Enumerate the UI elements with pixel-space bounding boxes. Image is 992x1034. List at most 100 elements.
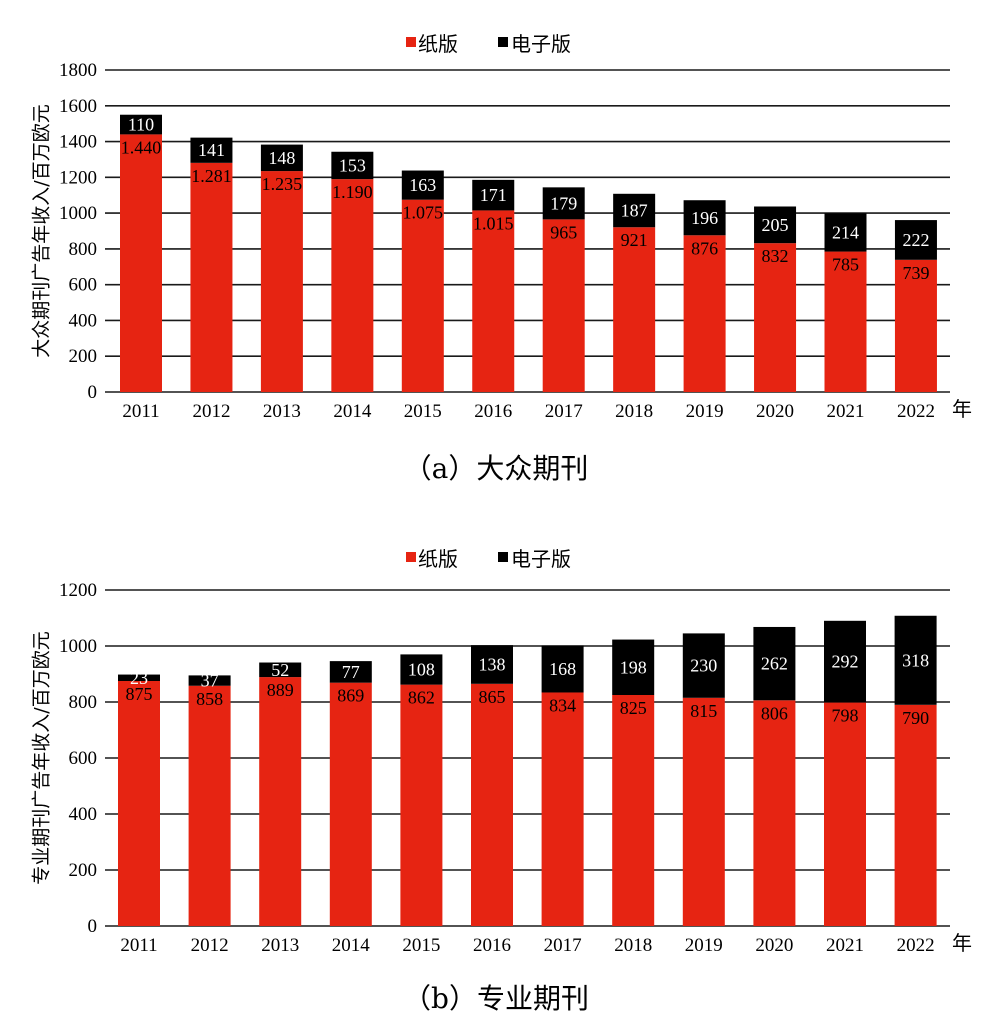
bar-electronic-2015 (401, 170, 444, 200)
y-tick-label: 600 (69, 748, 98, 769)
data-label-electronic: 148 (268, 148, 295, 168)
data-label-electronic: 262 (761, 654, 788, 674)
y-tick-label: 400 (69, 310, 98, 331)
legend-label-electronic: 电子版 (511, 547, 571, 571)
bar-electronic-2019 (682, 633, 725, 698)
bar-paper-2019 (682, 697, 725, 926)
data-label-electronic: 141 (198, 140, 225, 160)
bar-electronic-2016 (472, 179, 515, 211)
data-label-paper: 921 (621, 230, 648, 250)
y-axis-label: 专业期刊广告年收入/百万欧元 (31, 631, 53, 884)
y-tick-label: 800 (69, 239, 98, 260)
y-tick-label: 1200 (59, 167, 97, 188)
data-label-paper: 876 (691, 238, 718, 258)
bar-electronic-2020 (754, 206, 797, 244)
legend-swatch-electronic (498, 552, 508, 562)
bar-paper-2022 (894, 259, 937, 392)
data-label-paper: 1.235 (262, 174, 303, 194)
data-label-paper: 790 (902, 708, 929, 728)
bar-electronic-2013 (259, 662, 302, 678)
bar-electronic-2021 (824, 213, 867, 252)
bar-electronic-2012 (188, 675, 231, 686)
bar-electronic-2018 (612, 639, 655, 695)
x-tick-label: 2016 (473, 935, 511, 956)
data-label-electronic: 110 (128, 115, 154, 135)
data-label-electronic: 214 (832, 222, 859, 242)
y-tick-label: 1200 (59, 580, 97, 601)
x-tick-label: 2014 (332, 935, 371, 956)
data-label-electronic: 168 (549, 659, 576, 679)
data-label-paper: 965 (550, 222, 577, 242)
data-label-paper: 858 (196, 689, 223, 709)
x-tick-label: 2017 (544, 935, 582, 956)
x-tick-label: 2014 (333, 401, 372, 422)
bar-paper-2021 (824, 702, 866, 926)
x-tick-label: 2020 (756, 401, 794, 422)
y-tick-label: 1800 (59, 60, 97, 81)
data-label-paper: 869 (337, 686, 364, 706)
bar-electronic-2021 (824, 620, 866, 703)
data-label-paper: 889 (267, 680, 294, 700)
bar-paper-2014 (331, 179, 374, 392)
data-label-paper: 806 (761, 703, 788, 723)
bar-paper-2016 (472, 210, 515, 392)
bar-electronic-2012 (190, 137, 233, 163)
bar-electronic-2015 (400, 654, 443, 685)
data-label-paper: 1.075 (403, 203, 444, 223)
bar-electronic-2011 (120, 114, 162, 135)
x-tick-label: 2020 (755, 935, 793, 956)
bar-paper-2020 (753, 700, 796, 926)
x-tick-label: 2022 (897, 401, 935, 422)
data-label-electronic: 205 (762, 215, 789, 235)
data-label-paper: 739 (902, 263, 929, 283)
x-tick-label: 2012 (191, 935, 229, 956)
x-tick-label: 2015 (402, 935, 440, 956)
legend-label-paper: 纸版 (418, 32, 458, 56)
legend: 纸版 电子版 (406, 547, 571, 571)
data-label-paper: 862 (408, 688, 435, 708)
bar-paper-2012 (188, 685, 231, 926)
bar-electronic-2019 (683, 200, 726, 236)
x-tick-label: 2011 (120, 935, 157, 956)
data-label-paper: 1.190 (332, 182, 373, 202)
data-label-electronic: 230 (690, 656, 717, 676)
data-label-electronic: 196 (691, 208, 718, 228)
bar-electronic-2013 (260, 144, 303, 172)
y-tick-label: 200 (69, 860, 98, 881)
data-label-paper: 1.281 (191, 166, 232, 186)
x-unit-label: 年 (952, 397, 972, 421)
data-label-paper: 815 (690, 701, 717, 721)
bar-electronic-2011 (118, 674, 160, 681)
x-tick-label: 2016 (474, 401, 512, 422)
bar-electronic-2020 (753, 626, 796, 701)
data-label-electronic: 187 (621, 201, 648, 221)
x-tick-label: 2021 (827, 401, 865, 422)
data-label-electronic: 163 (409, 175, 436, 195)
bar-electronic-2017 (541, 645, 584, 693)
bar-paper-2022 (894, 704, 937, 926)
y-tick-label: 1600 (59, 96, 97, 117)
x-tick-label: 2019 (686, 401, 724, 422)
data-label-electronic: 138 (479, 654, 506, 674)
bar-paper-2018 (612, 695, 655, 926)
y-tick-label: 600 (69, 275, 98, 296)
bar-paper-2020 (754, 243, 797, 392)
bar-paper-2015 (400, 684, 443, 926)
y-tick-label: 400 (69, 804, 98, 825)
data-label-paper: 1.440 (121, 137, 162, 157)
x-tick-label: 2013 (261, 935, 299, 956)
data-label-paper: 798 (832, 706, 859, 726)
chart-caption: （b）专业期刊 (403, 982, 589, 1015)
data-label-electronic: 23 (130, 668, 148, 688)
bar-paper-2013 (259, 677, 302, 926)
data-label-electronic: 171 (480, 185, 507, 205)
bar-electronic-2016 (471, 645, 513, 684)
y-tick-label: 0 (88, 916, 98, 937)
data-label-electronic: 318 (902, 650, 929, 670)
x-tick-label: 2012 (192, 401, 230, 422)
data-label-paper: 785 (832, 255, 859, 275)
bar-electronic-2014 (329, 661, 372, 683)
y-axis-label: 大众期刊广告年收入/百万欧元 (31, 104, 53, 357)
